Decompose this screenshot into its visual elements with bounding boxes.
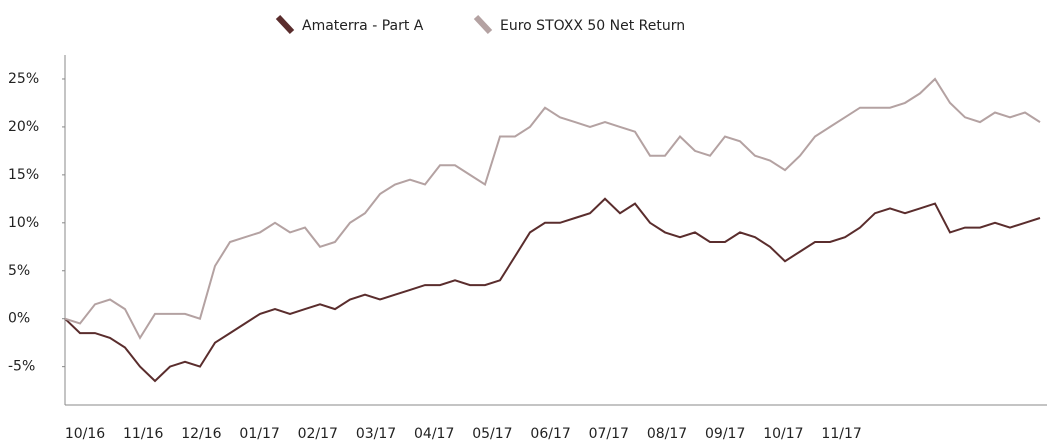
- legend-label: Amaterra - Part A: [302, 18, 424, 34]
- x-tick-label: 10/17: [763, 426, 803, 441]
- y-tick-label: 5%: [8, 263, 30, 279]
- y-tick-label: 15%: [8, 167, 39, 183]
- y-tick-label: 10%: [8, 215, 39, 231]
- x-tick-label: 12/16: [181, 426, 221, 441]
- y-tick-label: -5%: [8, 359, 35, 375]
- legend-marker: [473, 14, 493, 35]
- x-tick-label: 10/16: [65, 426, 105, 441]
- y-tick-label: 0%: [8, 311, 30, 327]
- x-tick-label: 04/17: [414, 426, 454, 441]
- series-line: [64, 197, 1041, 383]
- x-tick-label: 09/17: [705, 426, 745, 441]
- x-tick-label: 05/17: [472, 426, 512, 441]
- y-tick-label: 25%: [8, 71, 39, 87]
- legend-marker: [275, 14, 295, 35]
- series-line: [64, 77, 1041, 340]
- x-tick-label: 03/17: [356, 426, 396, 441]
- legend-label: Euro STOXX 50 Net Return: [500, 18, 685, 34]
- x-tick-label: 11/16: [123, 426, 163, 441]
- x-tick-label: 08/17: [647, 426, 687, 441]
- x-tick-label: 01/17: [239, 426, 279, 441]
- x-tick-label: 06/17: [530, 426, 570, 441]
- y-tick-label: 20%: [8, 119, 39, 135]
- x-tick-label: 11/17: [821, 426, 861, 441]
- x-tick-label: 02/17: [298, 426, 338, 441]
- x-tick-label: 07/17: [589, 426, 629, 441]
